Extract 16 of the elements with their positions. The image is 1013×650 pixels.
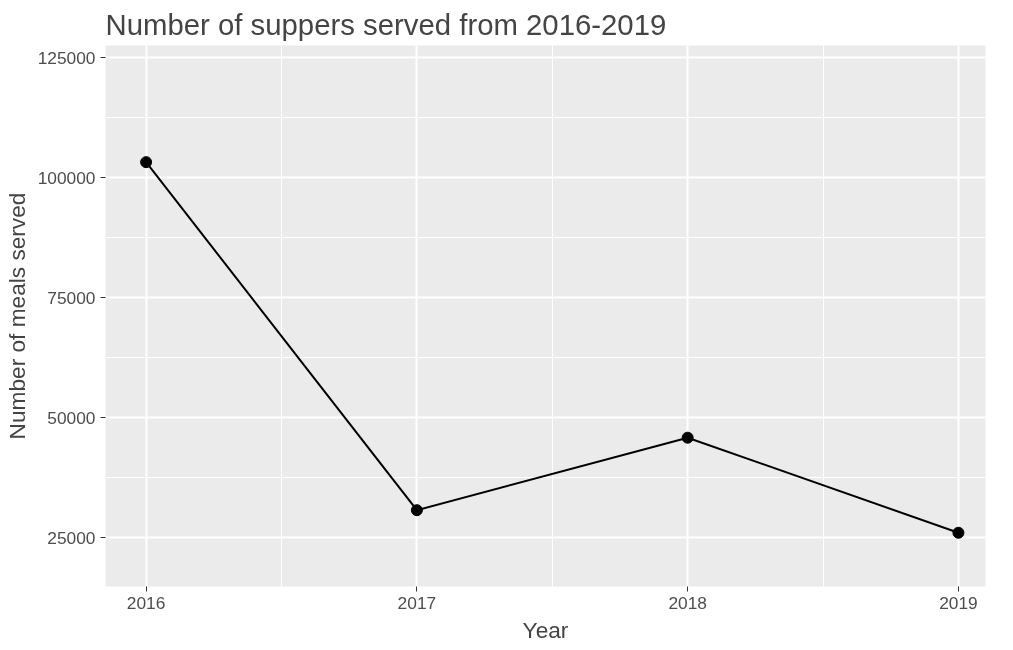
point <box>681 431 694 444</box>
x-tick-label: 2018 <box>668 592 707 613</box>
x-axis-title: Year <box>522 616 569 643</box>
y-tick-label: 25000 <box>47 527 96 548</box>
point <box>410 504 423 517</box>
y-tick-label: 75000 <box>47 287 96 308</box>
point <box>140 156 153 169</box>
x-tick-label: 2017 <box>397 592 437 613</box>
x-tick-label: 2019 <box>939 592 978 613</box>
x-tick-label: 2016 <box>126 592 166 613</box>
chart-title: Number of suppers served from 2016-2019 <box>105 7 667 41</box>
y-tick-label: 125000 <box>37 47 96 68</box>
y-axis-title: Number of meals served <box>3 192 30 440</box>
point <box>952 526 965 539</box>
y-tick-label: 100000 <box>37 167 96 188</box>
y-tick-label: 50000 <box>47 407 96 428</box>
